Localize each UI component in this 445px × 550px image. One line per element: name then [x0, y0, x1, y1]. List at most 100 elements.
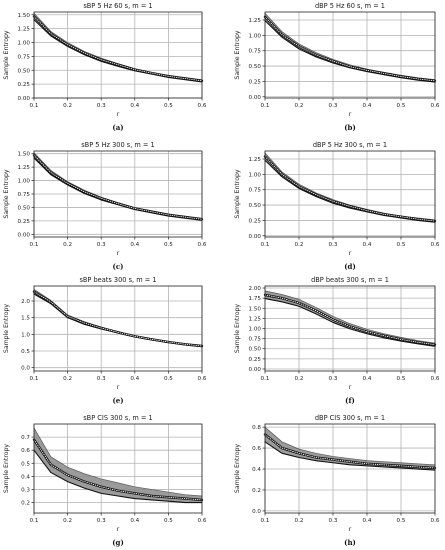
- x-tick-label: 0.1: [30, 518, 39, 524]
- y-axis-label: Sample Entropy: [3, 169, 10, 219]
- x-tick-label: 0.2: [295, 518, 304, 524]
- x-tick-label: 0.5: [164, 376, 173, 382]
- chart-title: dBP 5 Hz 60 s, m = 1: [315, 2, 385, 10]
- y-tick-label: 1.00: [18, 179, 31, 185]
- y-tick-label: 0.0: [21, 366, 30, 372]
- y-tick-label: 0.50: [249, 347, 262, 353]
- y-tick-label: 1.00: [249, 33, 262, 39]
- y-tick-label: 1.25: [249, 18, 262, 24]
- y-tick-label: 1.75: [249, 296, 262, 302]
- y-tick-label: 0.25: [249, 357, 262, 363]
- chart-panel-h: 0.1 0.2 0.3 0.4 0.5 0.6 0.0 0.2 0.4 0.6 0.8 dBP CIS…: [234, 414, 440, 547]
- x-axis-label: r: [349, 250, 352, 257]
- x-tick-label: 0.5: [397, 518, 406, 524]
- y-tick-label: 0.00: [249, 234, 262, 240]
- x-tick-label: 0.3: [329, 242, 338, 248]
- x-tick-label: 0.6: [198, 376, 207, 382]
- series-upper-line: [264, 290, 436, 344]
- x-tick-label: 0.6: [198, 242, 207, 248]
- chart-title: sBP beats 300 s, m = 1: [79, 276, 156, 284]
- series-mean-dots: [264, 294, 436, 346]
- y-axis-label: Sample Entropy: [234, 169, 241, 219]
- x-tick-label: 0.1: [261, 518, 270, 524]
- panel-caption: (h): [344, 538, 356, 547]
- x-axis-label: r: [349, 384, 352, 391]
- x-tick-label: 0.6: [431, 376, 440, 382]
- y-tick-label: 0.50: [18, 68, 31, 74]
- y-tick-label: 0.75: [18, 54, 31, 60]
- x-tick-label: 0.2: [295, 376, 304, 382]
- x-tick-label: 0.5: [397, 376, 406, 382]
- y-tick-label: 0.75: [249, 337, 262, 343]
- chart-panel-e: 0.1 0.2 0.3 0.4 0.5 0.6 0.0 0.5 1.0 1.5 2.0 sBP bea…: [3, 276, 207, 405]
- chart-panel-a: 0.1 0.2 0.3 0.4 0.5 0.6 0.00 0.25 0.50 0.75 1.00 1.…: [3, 2, 207, 132]
- x-tick-label: 0.5: [397, 242, 406, 248]
- x-tick-label: 0.5: [164, 518, 173, 524]
- plot-frame: [33, 285, 203, 372]
- x-tick-label: 0.3: [97, 242, 106, 248]
- chart-panel-c: 0.1 0.2 0.3 0.4 0.5 0.6 0.00 0.25 0.50 0.75 1.00 1.…: [3, 141, 207, 271]
- series-lower-line: [264, 441, 436, 471]
- plot-area: [265, 151, 435, 237]
- y-tick-label: 0.4: [21, 474, 30, 480]
- x-tick-label: 0.4: [130, 518, 139, 524]
- x-tick-label: 0.3: [97, 376, 106, 382]
- y-tick-label: 0.75: [249, 188, 262, 194]
- x-axis-label: r: [117, 384, 120, 391]
- x-axis-label: r: [117, 526, 120, 533]
- series-mean-dots: [264, 434, 436, 469]
- y-tick-label: 0.4: [252, 467, 261, 473]
- y-tick-label: 0.00: [18, 232, 31, 238]
- chart-title: sBP 5 Hz 60 s, m = 1: [83, 2, 152, 10]
- y-tick-label: 0.6: [252, 446, 261, 452]
- x-tick-label: 0.6: [198, 518, 207, 524]
- x-tick-label: 0.2: [63, 376, 72, 382]
- series-mean-dots: [264, 156, 436, 222]
- y-tick-label: 0.8: [252, 425, 261, 431]
- x-tick-label: 0.3: [329, 103, 338, 109]
- x-tick-label: 0.5: [164, 242, 173, 248]
- x-tick-label: 0.1: [261, 242, 270, 248]
- y-tick-label: 2.0: [21, 299, 30, 305]
- chart-title: dBP CIS 300 s, m = 1: [315, 414, 385, 422]
- y-tick-label: 0.25: [18, 219, 31, 225]
- y-tick-label: 0.50: [249, 64, 262, 70]
- x-tick-label: 0.1: [30, 376, 39, 382]
- series-lower-line: [264, 20, 436, 83]
- series-mean-dots: [33, 291, 203, 347]
- y-tick-label: 0.50: [249, 203, 262, 209]
- plot-frame: [264, 150, 436, 238]
- y-tick-label: 0.3: [21, 487, 30, 493]
- band-area: [265, 290, 435, 347]
- plot-frame: [264, 423, 436, 514]
- plot-frame: [33, 11, 203, 99]
- series-mean-dots: [33, 154, 203, 220]
- x-tick-label: 0.4: [130, 242, 139, 248]
- x-tick-label: 0.1: [261, 376, 270, 382]
- x-tick-label: 0.3: [329, 376, 338, 382]
- band-area: [34, 427, 202, 503]
- series-mean-dots: [33, 15, 203, 82]
- x-tick-label: 0.4: [130, 103, 139, 109]
- chart-panel-d: 0.1 0.2 0.3 0.4 0.5 0.6 0.00 0.25 0.50 0.75 1.00 1.…: [234, 141, 440, 271]
- y-tick-label: 1.50: [249, 306, 262, 312]
- y-tick-label: 1.5: [21, 316, 30, 322]
- y-tick-label: 0.25: [249, 218, 262, 224]
- y-tick-label: 0.00: [249, 95, 262, 101]
- x-tick-label: 0.3: [97, 103, 106, 109]
- y-tick-label: 1.00: [249, 172, 262, 178]
- chart-title: sBP CIS 300 s, m = 1: [83, 414, 153, 422]
- plot-area: [265, 12, 435, 98]
- y-tick-label: 1.25: [249, 316, 262, 322]
- y-axis-label: Sample Entropy: [3, 444, 10, 494]
- x-axis-label: r: [117, 250, 120, 257]
- y-tick-label: 2.00: [249, 286, 262, 292]
- y-tick-label: 1.00: [18, 41, 31, 47]
- plot-area: [34, 12, 202, 98]
- x-tick-label: 0.6: [198, 103, 207, 109]
- y-axis-label: Sample Entropy: [234, 444, 241, 494]
- plot-frame: [33, 423, 203, 514]
- y-tick-label: 0.75: [18, 192, 31, 198]
- panel-caption: (e): [112, 396, 123, 405]
